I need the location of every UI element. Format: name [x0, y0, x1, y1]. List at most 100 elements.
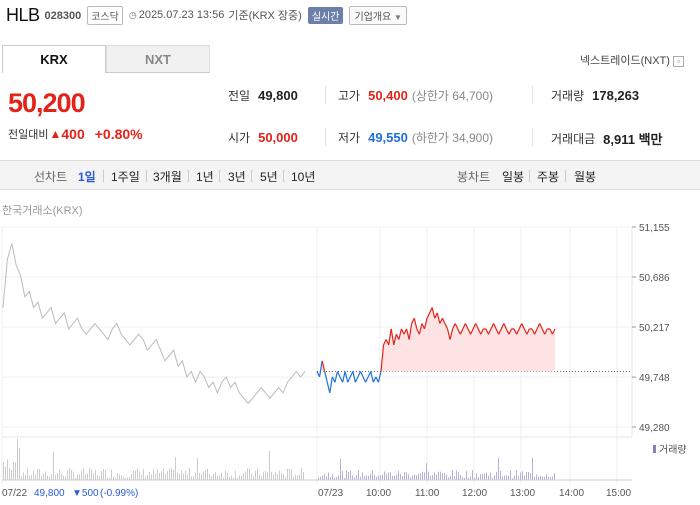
volume-bar-today — [366, 475, 367, 480]
volume-bar-today — [500, 470, 501, 480]
period-3m-button[interactable]: 3개월 — [153, 170, 182, 184]
divider — [532, 128, 533, 146]
period-1w-button[interactable]: 1주일 — [111, 170, 140, 184]
series-segment-today — [331, 376, 336, 383]
volume-bar-today — [420, 473, 421, 480]
period-10y-button[interactable]: 10년 — [291, 170, 316, 184]
upper-limit: (상한가 64,700) — [411, 89, 494, 103]
monthly-candle-button[interactable]: 월봉 — [574, 170, 597, 184]
volume-bar-prev-day — [11, 469, 12, 480]
series-segment-today — [329, 376, 333, 393]
series-segment-today — [334, 371, 339, 383]
series-segment-today — [339, 376, 344, 383]
series-segment-today — [426, 312, 431, 319]
volume-bar-today — [390, 472, 391, 480]
series-segment-today — [449, 328, 454, 340]
series-segment-today — [390, 328, 395, 345]
volume-bar-today — [348, 471, 349, 480]
series-segment-today — [347, 376, 351, 383]
volume-bar-prev-day — [257, 468, 258, 480]
volume-bar-prev-day — [183, 473, 184, 480]
series-segment-today — [521, 323, 525, 330]
volume-bar-prev-day — [99, 476, 100, 480]
period-3y-button[interactable]: 3년 — [228, 170, 246, 184]
volume-bar-today — [404, 472, 405, 480]
volume-bar-prev-day — [25, 475, 26, 480]
series-segment-today — [457, 328, 461, 335]
volume-bar-today — [340, 458, 341, 480]
volume-bar-today — [532, 457, 533, 480]
volume-bar-today — [376, 476, 377, 480]
period-5y-button[interactable]: 5년 — [260, 170, 278, 184]
volume-bar-prev-day — [231, 475, 232, 480]
volume-bar-today — [444, 472, 445, 480]
stat-high: 고가 50,400 (상한가 64,700) — [338, 87, 493, 104]
volume-bar-today — [456, 470, 457, 480]
tab-nxt[interactable]: NXT — [106, 45, 210, 73]
stat-label: 거래량 — [551, 89, 585, 103]
volume-bar-today — [514, 475, 515, 480]
series-segment-today — [354, 376, 359, 383]
volume-bar-today — [344, 477, 345, 480]
tab-divider — [106, 72, 210, 73]
series-segment-today — [336, 371, 341, 378]
volume-bar-today — [446, 474, 447, 480]
volume-bar-today — [540, 475, 541, 480]
volume-bar-prev-day — [255, 470, 256, 480]
volume-bar-today — [452, 470, 453, 480]
volume-bar-prev-day — [197, 457, 198, 480]
volume-bar-today — [476, 473, 477, 480]
series-segment-today — [493, 323, 497, 330]
volume-bar-today — [416, 475, 417, 480]
volume-bar-today — [418, 474, 419, 480]
clock-icon: ◷ — [128, 9, 137, 20]
series-segment-today — [485, 328, 490, 335]
volume-bar-today — [408, 474, 409, 480]
stock-code: 028300 — [44, 10, 82, 22]
company-overview-dropdown[interactable]: 기업개요 ▼ — [349, 5, 407, 25]
volume-bar-today — [424, 472, 425, 480]
tab-krx[interactable]: KRX — [2, 45, 106, 73]
series-segment-today — [505, 328, 510, 335]
volume-bar-prev-day — [281, 472, 282, 480]
volume-bar-prev-day — [125, 477, 126, 480]
series-segment-today — [413, 318, 418, 330]
volume-bar-today — [360, 476, 361, 480]
series-segment-today — [531, 328, 536, 335]
stat-prev-close: 전일 49,800 — [228, 87, 298, 104]
volume-bar-prev-day — [227, 472, 228, 480]
series-segment-today — [472, 323, 477, 330]
nextrade-link[interactable]: 넥스트레이드(NXT) ▫ — [580, 52, 684, 68]
footer-change-percent: (-0.99%) — [100, 488, 138, 499]
volume-bar-prev-day — [61, 473, 62, 480]
volume-bar-prev-day — [295, 474, 296, 480]
volume-bar-prev-day — [17, 438, 18, 480]
volume-bar-prev-day — [297, 475, 298, 480]
series-segment-today — [452, 323, 456, 330]
volume-bar-today — [472, 470, 473, 480]
period-1y-button[interactable]: 1년 — [196, 170, 214, 184]
volume-bar-prev-day — [243, 473, 244, 480]
weekly-candle-button[interactable]: 주봉 — [537, 170, 560, 184]
realtime-button[interactable]: 실시간 — [307, 6, 344, 24]
volume-bar-today — [406, 472, 407, 480]
series-segment-today — [549, 328, 553, 335]
volume-bar-prev-day — [121, 475, 122, 480]
series-segment-today — [495, 328, 500, 335]
series-segment-today — [382, 339, 387, 346]
series-segment-today — [508, 328, 513, 335]
volume-bar-today — [364, 476, 365, 480]
divider — [529, 170, 530, 182]
volume-bar-prev-day — [199, 472, 200, 480]
chart-toolbar: 선차트 1일 1주일 3개월 1년 3년 5년 10년 봉차트 일봉 주봉 월봉 — [0, 160, 700, 190]
period-1d-button[interactable]: 1일 — [78, 170, 96, 184]
volume-bar-today — [430, 476, 431, 480]
volume-bar-prev-day — [21, 476, 22, 480]
volume-bar-prev-day — [67, 470, 68, 480]
divider — [219, 170, 220, 182]
volume-bar-today — [534, 477, 535, 480]
stat-label: 시가 — [228, 131, 251, 145]
volume-bar-prev-day — [93, 473, 94, 480]
daily-candle-button[interactable]: 일봉 — [502, 170, 525, 184]
series-segment-today — [395, 333, 400, 340]
